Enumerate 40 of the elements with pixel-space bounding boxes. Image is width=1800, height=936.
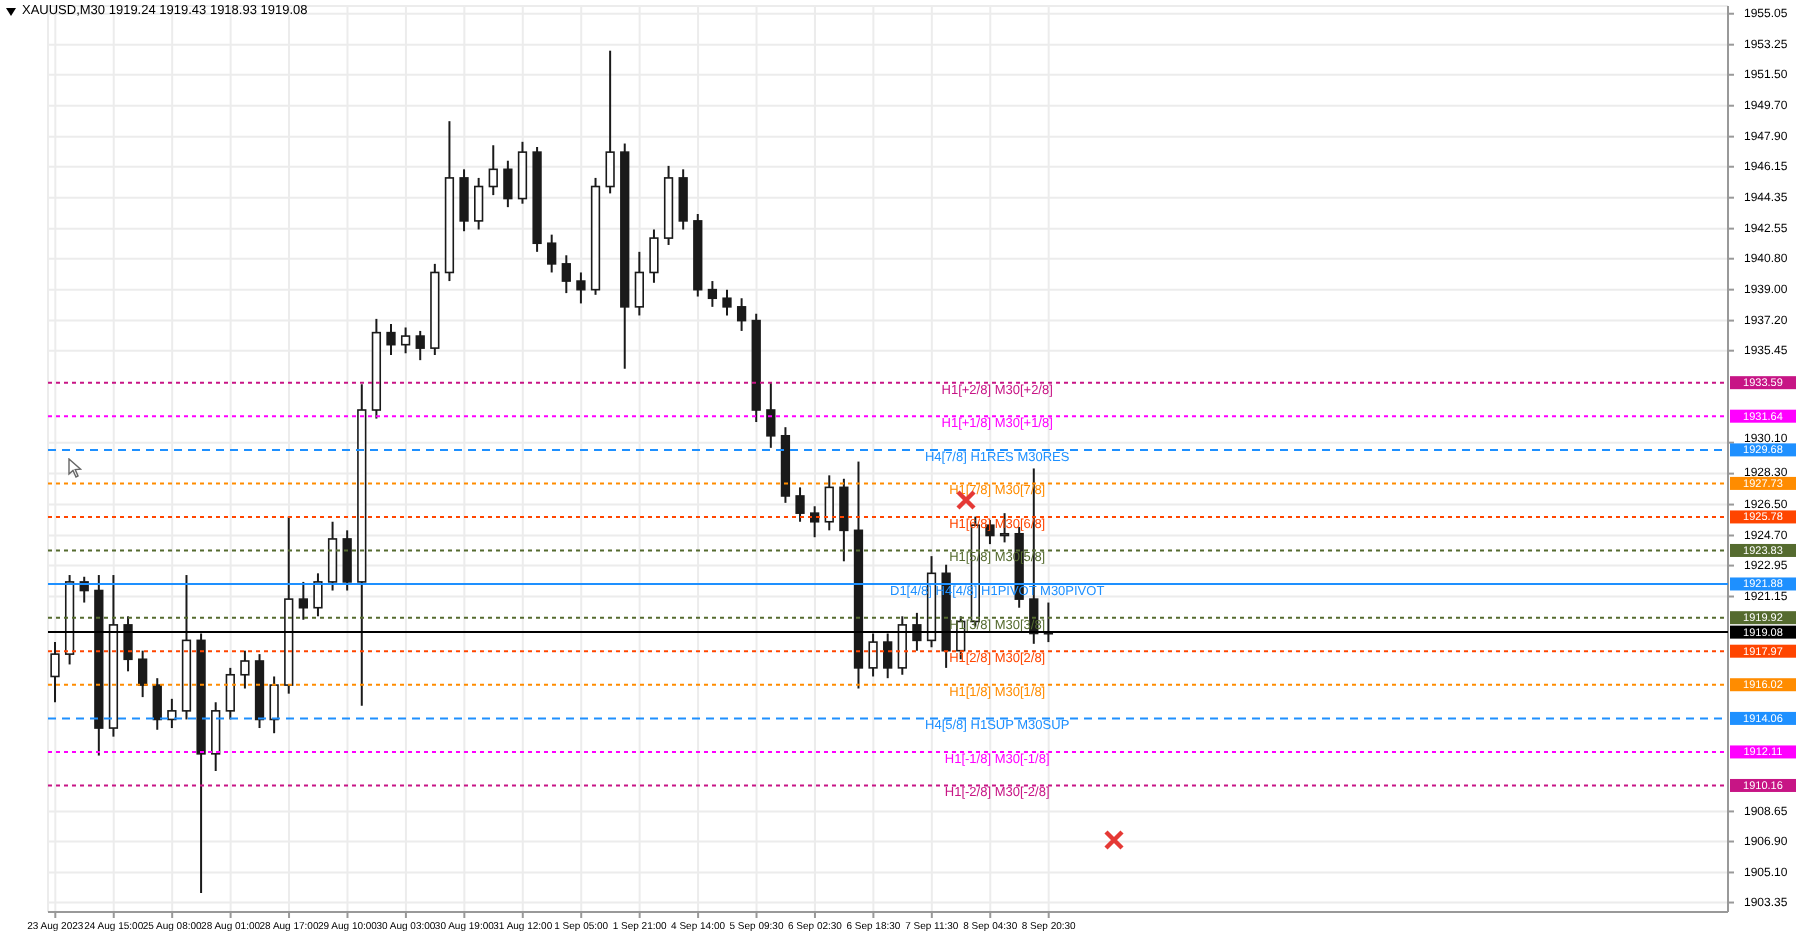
candlestick <box>503 159 513 209</box>
candlestick <box>211 701 221 773</box>
candlestick <box>883 632 893 680</box>
candlestick <box>474 176 484 231</box>
candlestick <box>415 329 425 362</box>
candlestick <box>897 615 907 676</box>
candlestick <box>810 505 820 539</box>
candlestick <box>868 632 878 678</box>
candlestick <box>400 326 411 355</box>
candlestick <box>824 474 834 532</box>
candlestick <box>517 140 528 205</box>
candlestick <box>736 297 747 332</box>
candlestick <box>912 611 922 652</box>
candlestick <box>342 529 352 592</box>
candlestick <box>839 477 849 563</box>
candlestick <box>327 520 338 592</box>
candlestick <box>298 580 308 621</box>
candlestick <box>313 572 323 618</box>
candlestick <box>152 677 162 731</box>
candlestick <box>634 250 644 317</box>
candlestick <box>576 271 586 305</box>
candlestick <box>488 144 498 197</box>
candlestick <box>269 675 279 735</box>
candlestick <box>167 697 177 730</box>
candlestick <box>547 233 557 274</box>
candlestick <box>138 649 148 699</box>
candlestick <box>123 615 133 673</box>
candlestick <box>707 280 718 308</box>
candlestick <box>561 254 571 295</box>
candlestick <box>225 666 235 721</box>
candlestick <box>459 168 469 233</box>
candlestick <box>795 486 805 523</box>
candlestick <box>240 649 250 690</box>
candlestick <box>605 49 615 195</box>
candlestick <box>722 288 732 317</box>
candlestick <box>50 641 60 704</box>
candlestick <box>649 228 659 284</box>
candlestick <box>678 168 688 231</box>
candlestick <box>766 381 776 449</box>
candlestick <box>386 323 396 356</box>
